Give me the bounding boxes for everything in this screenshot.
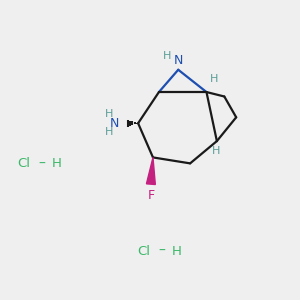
- Text: N: N: [110, 117, 120, 130]
- Text: F: F: [147, 189, 155, 202]
- Text: H: H: [163, 51, 171, 62]
- Text: –: –: [158, 244, 165, 258]
- Text: H: H: [210, 74, 218, 84]
- Text: H: H: [212, 146, 220, 156]
- Text: N: N: [174, 54, 183, 67]
- Text: H: H: [51, 157, 61, 170]
- Polygon shape: [146, 158, 155, 184]
- Text: Cl: Cl: [138, 244, 151, 258]
- Text: H: H: [105, 109, 113, 119]
- Text: Cl: Cl: [17, 157, 30, 170]
- Text: H: H: [105, 127, 113, 136]
- Text: –: –: [38, 156, 45, 170]
- Text: H: H: [172, 244, 182, 258]
